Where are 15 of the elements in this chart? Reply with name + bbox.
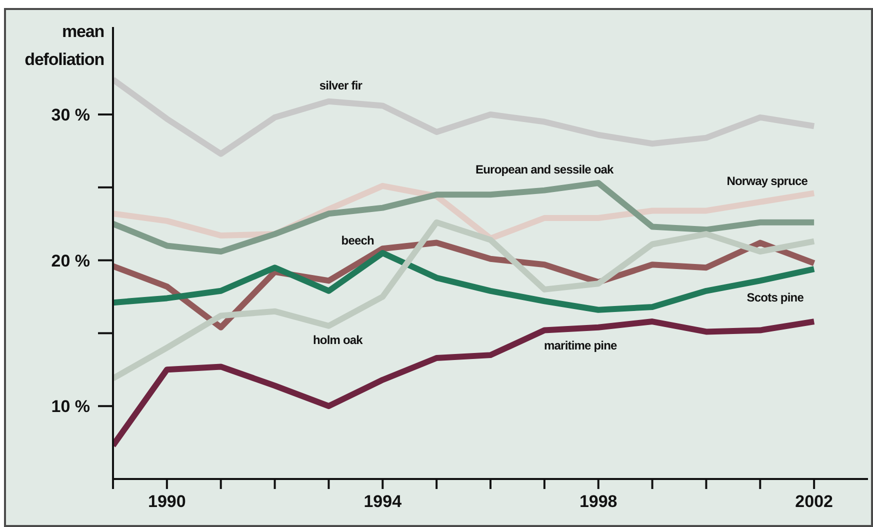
- series-label: holm oak: [312, 332, 364, 347]
- y-tick-label: 20 %: [51, 251, 90, 270]
- x-tick-label: 1998: [579, 492, 618, 512]
- series-label: silver fir: [319, 78, 363, 92]
- x-tick-label: 2002: [795, 492, 833, 512]
- y-axis-title: mean defoliation: [24, 21, 104, 71]
- series-label: Scots pine: [746, 290, 804, 305]
- y-tick-label: 10 %: [51, 397, 90, 416]
- x-tick-label: 1994: [364, 492, 402, 512]
- y-tick-label: 30 %: [51, 106, 90, 125]
- series-label: Norway spruce: [726, 174, 808, 188]
- x-tick-label: 1990: [148, 492, 186, 512]
- series-label: maritime pine: [544, 338, 618, 352]
- series-label: European and sessile oak: [476, 162, 614, 176]
- series-label: beech: [341, 234, 374, 248]
